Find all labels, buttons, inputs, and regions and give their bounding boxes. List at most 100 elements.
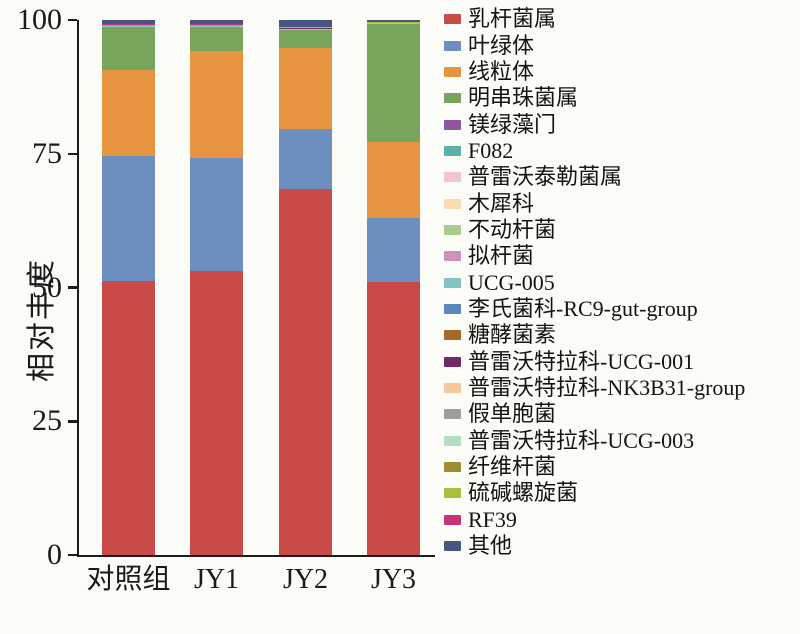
legend-swatch-icon — [444, 93, 461, 104]
legend-label: 明串珠菌属 — [468, 85, 579, 111]
bar-group-3 — [367, 20, 420, 555]
bar-segment — [190, 158, 243, 272]
legend-item: 木犀科 — [444, 190, 798, 216]
bar-segment — [190, 20, 243, 25]
legend-item: 拟杆菌 — [444, 243, 798, 269]
legend-label: RF39 — [468, 506, 517, 532]
y-tick-mark — [68, 152, 77, 155]
legend-swatch-icon — [444, 119, 461, 130]
legend-swatch-icon — [444, 356, 461, 367]
legend-swatch-icon — [444, 462, 461, 473]
legend-swatch-icon — [444, 488, 461, 499]
legend-label: 叶绿体 — [468, 32, 535, 58]
legend: 乳杆菌属 叶绿体 线粒体 明串珠菌属 镁绿藻门 F082 普雷沃泰勒菌属 木犀科 不动杆菌 拟杆菌… — [444, 6, 798, 559]
bar-segment — [279, 128, 332, 190]
legend-item: 李氏菌科-RC9-gut-group — [444, 296, 798, 322]
bar-segment — [279, 20, 332, 28]
bar-segment — [190, 271, 243, 555]
bar-segment — [279, 47, 332, 129]
legend-item: 叶绿体 — [444, 32, 798, 58]
legend-item: 乳杆菌属 — [444, 6, 798, 32]
legend-label: 木犀科 — [468, 190, 535, 216]
y-tick-label: 0 — [47, 538, 62, 571]
legend-swatch-icon — [444, 541, 461, 552]
y-tick-mark — [68, 553, 77, 557]
y-tick-label: 75 — [32, 136, 62, 170]
legend-swatch-icon — [444, 277, 461, 288]
legend-swatch-icon — [444, 330, 461, 341]
legend-item: 假单胞菌 — [444, 401, 798, 427]
x-tick-label: JY2 — [282, 564, 329, 595]
legend-swatch-icon — [444, 145, 461, 156]
y-tick-label: 50 — [32, 270, 62, 304]
legend-label: 其他 — [468, 533, 513, 559]
bar-segment — [102, 27, 155, 71]
legend-label: 李氏菌科-RC9-gut-group — [468, 295, 698, 321]
legend-swatch-icon — [444, 172, 461, 183]
bar-segment — [279, 30, 332, 48]
bar-group-2 — [279, 20, 332, 555]
bar-segment — [367, 20, 420, 23]
legend-label: 普雷沃特拉科-UCG-001 — [468, 348, 695, 374]
x-tick-label: JY1 — [193, 564, 240, 595]
legend-label: F082 — [468, 137, 514, 163]
legend-item: 其他 — [444, 533, 798, 559]
y-tick-mark — [68, 286, 77, 289]
y-tick-mark — [68, 420, 77, 423]
legend-item: 明串珠菌属 — [444, 85, 798, 111]
legend-swatch-icon — [444, 66, 461, 77]
legend-item: 普雷沃特拉科-UCG-001 — [444, 348, 798, 374]
bar-segment — [367, 23, 420, 143]
legend-swatch-icon — [444, 198, 461, 209]
legend-label: 普雷沃泰勒菌属 — [468, 164, 623, 190]
bar-segment — [279, 189, 332, 555]
legend-label: UCG-005 — [468, 269, 555, 295]
legend-item: 普雷沃特拉科-NK3B31-group — [444, 375, 798, 401]
legend-item: UCG-005 — [444, 269, 798, 295]
legend-label: 普雷沃特拉科-UCG-003 — [468, 427, 695, 453]
legend-swatch-icon — [444, 224, 461, 235]
legend-item: 普雷沃泰勒菌属 — [444, 164, 798, 190]
bar-segment — [367, 142, 420, 219]
y-tick-label: 25 — [32, 404, 62, 438]
legend-label: 镁绿藻门 — [468, 111, 557, 137]
legend-label: 糖酵菌素 — [468, 322, 557, 348]
legend-swatch-icon — [444, 409, 461, 420]
bar-segment — [102, 20, 155, 25]
legend-label: 纤维杆菌 — [468, 454, 557, 480]
bar-segment — [367, 282, 420, 555]
legend-swatch-icon — [444, 382, 461, 393]
legend-label: 不动杆菌 — [468, 216, 557, 242]
legend-label: 硫碱螺旋菌 — [468, 480, 579, 506]
legend-label: 线粒体 — [468, 58, 535, 84]
y-tick-label: 100 — [17, 3, 62, 36]
bar-segment — [367, 218, 420, 283]
legend-label: 假单胞菌 — [468, 401, 557, 427]
legend-swatch-icon — [444, 40, 461, 51]
legend-item: 普雷沃特拉科-UCG-003 — [444, 428, 798, 454]
legend-item: 糖酵菌素 — [444, 322, 798, 348]
legend-item: 镁绿藻门 — [444, 111, 798, 137]
y-tick-mark — [68, 18, 77, 22]
legend-swatch-icon — [444, 435, 461, 446]
legend-item: 纤维杆菌 — [444, 454, 798, 480]
legend-label: 拟杆菌 — [468, 243, 535, 269]
x-tick-label: JY3 — [370, 564, 417, 595]
legend-item: 线粒体 — [444, 59, 798, 85]
legend-item: F082 — [444, 138, 798, 164]
legend-item: 硫碱螺旋菌 — [444, 480, 798, 506]
legend-item: 不动杆菌 — [444, 217, 798, 243]
plot-area: 相对丰度 0 25 50 75 100 对照组 JY1 JY2 JY3 — [17, 5, 435, 595]
legend-swatch-icon — [444, 14, 461, 25]
bar-segment — [190, 51, 243, 159]
bar-segment — [102, 70, 155, 156]
legend-swatch-icon — [444, 251, 461, 262]
legend-swatch-icon — [444, 303, 461, 314]
legend-item: RF39 — [444, 507, 798, 533]
legend-label: 乳杆菌属 — [468, 6, 557, 32]
bar-segment — [102, 281, 155, 555]
bar-group-1 — [190, 20, 243, 555]
bar-segment — [102, 155, 155, 282]
bar-group-0 — [102, 20, 155, 555]
